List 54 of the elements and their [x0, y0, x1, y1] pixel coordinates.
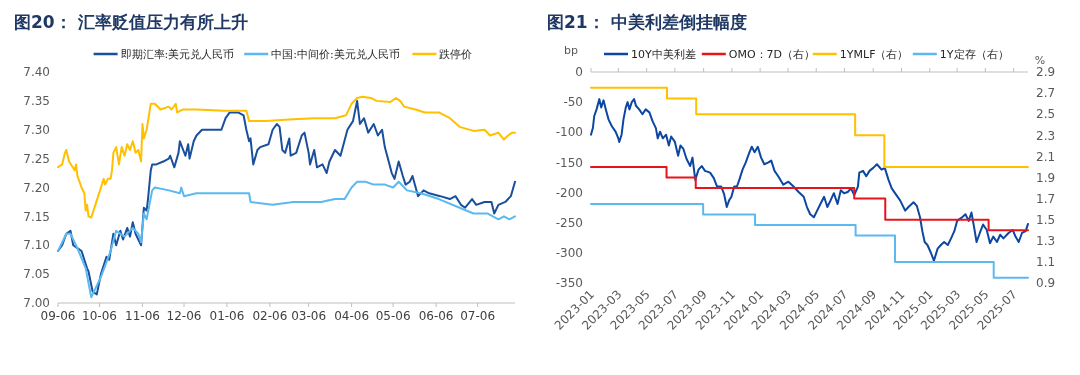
x-tick-label: 11-06: [125, 309, 160, 323]
y-axis-title: bp: [564, 44, 578, 57]
y-tick-label: 7.30: [23, 122, 50, 137]
x-tick-label: 06-06: [418, 309, 454, 323]
chart-title: 图20： 汇率贬值压力有所上升: [14, 12, 248, 32]
x-tick-label: 07-06: [460, 309, 496, 323]
x-tick-label: 05-06: [375, 309, 411, 323]
x-tick-label: 02-06: [252, 309, 288, 323]
y2-tick-label: 0.9: [1036, 276, 1056, 291]
x-tick-label: 09-06: [40, 309, 76, 323]
y2-tick-label: 2.3: [1036, 128, 1056, 143]
y-tick-label: 7.10: [23, 238, 50, 253]
x-tick-label: 04-06: [334, 309, 370, 323]
y-tick-label: -250: [555, 215, 583, 230]
chart-title: 图21： 中美利差倒挂幅度: [547, 12, 747, 32]
y2-tick-label: 2.7: [1036, 86, 1056, 101]
y2-tick-label: 2.9: [1036, 65, 1056, 80]
x-tick-label: 03-06: [291, 309, 327, 323]
legend-label: OMO：7D（右）: [728, 47, 816, 61]
x-tick-label: 10-06: [82, 309, 117, 323]
y-tick-label: -150: [555, 155, 583, 170]
legend-label: 1Y定存（右）: [939, 47, 1009, 61]
line-series: [57, 180, 516, 299]
y2-tick-label: 2.1: [1036, 149, 1056, 164]
y-tick-label: 7.15: [23, 209, 50, 224]
y2-tick-label: 1.5: [1036, 212, 1056, 227]
y-tick-label: 7.35: [23, 94, 50, 109]
y-tick-label: 7.05: [23, 267, 50, 282]
y-tick-label: 7.20: [23, 180, 50, 195]
y2-tick-label: 1.9: [1036, 170, 1056, 185]
legend-label: 跌停价: [439, 47, 473, 61]
y-tick-label: -200: [555, 185, 583, 200]
y2-tick-label: 1.3: [1036, 234, 1056, 248]
y-tick-label: 0: [575, 65, 583, 80]
legend-label: 10Y中美利差: [631, 47, 696, 61]
y-tick-label: -50: [563, 95, 583, 110]
y-tick-label: 7.00: [23, 296, 50, 311]
y2-tick-label: 1.1: [1036, 255, 1056, 270]
y-tick-label: -350: [555, 276, 583, 291]
line-series: [57, 99, 516, 296]
x-tick-label: 01-06: [209, 309, 245, 323]
legend-label: 即期汇率:美元兑人民币: [120, 47, 235, 61]
line-series: [57, 95, 516, 219]
y-tick-label: 7.25: [23, 151, 50, 166]
y2-axis-title: %: [1034, 54, 1046, 67]
y-tick-label: -300: [555, 246, 583, 261]
y2-tick-label: 2.5: [1036, 107, 1056, 122]
y2-tick-label: 1.7: [1036, 191, 1056, 206]
legend-label: 1YMLF（右）: [839, 47, 909, 61]
line-series: [590, 98, 1029, 262]
y-tick-label: -100: [555, 125, 583, 140]
x-tick-label: 12-06: [166, 309, 202, 323]
y-tick-label: 7.40: [23, 65, 50, 80]
legend-label: 中国:中间价:美元兑人民币: [271, 47, 400, 61]
